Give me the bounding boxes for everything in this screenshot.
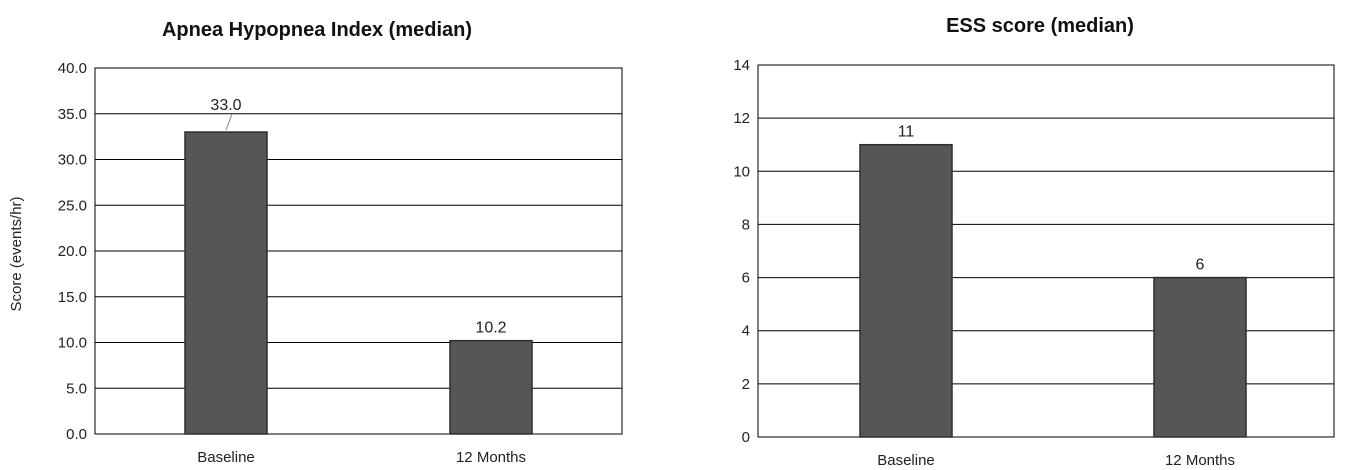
chart-title-ess: ESS score (median) bbox=[946, 15, 1134, 37]
data-label-ahi-0: 33.0 bbox=[210, 97, 241, 114]
y-tick-label-ahi-3: 15.0 bbox=[58, 289, 87, 306]
category-label-ahi-1: 12 Months bbox=[456, 449, 526, 466]
data-label-ahi-1: 10.2 bbox=[475, 320, 506, 337]
category-label-ess-1: 12 Months bbox=[1165, 452, 1235, 469]
y-tick-label-ahi-2: 10.0 bbox=[58, 335, 87, 352]
data-label-ess-1: 6 bbox=[1196, 257, 1205, 274]
plot-ahi: 0.0 5.0 10.0 15.0 20.0 25.0 30.0 35.0 40.0 33.0 Ba… bbox=[58, 60, 623, 466]
y-tick-label-ess-2: 4 bbox=[742, 323, 750, 340]
chart-title-ahi: Apnea Hypopnea Index (median) bbox=[162, 19, 472, 41]
bar-ahi-1 bbox=[449, 339, 533, 435]
y-tick-label-ess-5: 10 bbox=[733, 163, 750, 180]
bar-ess-1 bbox=[1153, 276, 1247, 438]
plot-border-ahi bbox=[94, 67, 623, 435]
y-tick-label-ahi-8: 40.0 bbox=[58, 60, 87, 77]
y-tick-label-ahi-4: 20.0 bbox=[58, 243, 87, 260]
y-tick-label-ess-1: 2 bbox=[742, 376, 750, 393]
plot-ess: 0 2 4 6 8 10 12 14 11 Baseline 6 12 Months bbox=[733, 57, 1335, 469]
y-tick-label-ahi-1: 5.0 bbox=[66, 380, 87, 397]
category-label-ess-0: Baseline bbox=[877, 452, 935, 469]
plot-border-ess bbox=[757, 64, 1335, 438]
y-tick-label-ess-0: 0 bbox=[742, 429, 750, 446]
y-tick-label-ess-4: 8 bbox=[742, 216, 750, 233]
category-label-ahi-0: Baseline bbox=[197, 449, 255, 466]
y-tick-label-ess-3: 6 bbox=[742, 270, 750, 287]
y-tick-label-ahi-6: 30.0 bbox=[58, 152, 87, 169]
y-tick-label-ahi-0: 0.0 bbox=[66, 426, 87, 443]
data-label-leader-ahi-0 bbox=[225, 113, 233, 131]
y-axis-label-ahi: Score (events/hr) bbox=[8, 196, 25, 311]
y-tick-label-ess-7: 14 bbox=[733, 57, 750, 74]
data-label-ess-0: 11 bbox=[898, 124, 915, 141]
y-tick-label-ahi-7: 35.0 bbox=[58, 106, 87, 123]
bar-ess-0 bbox=[859, 143, 953, 438]
bar-ahi-0 bbox=[184, 131, 268, 435]
y-tick-label-ess-6: 12 bbox=[733, 110, 750, 127]
y-tick-label-ahi-5: 25.0 bbox=[58, 197, 87, 214]
